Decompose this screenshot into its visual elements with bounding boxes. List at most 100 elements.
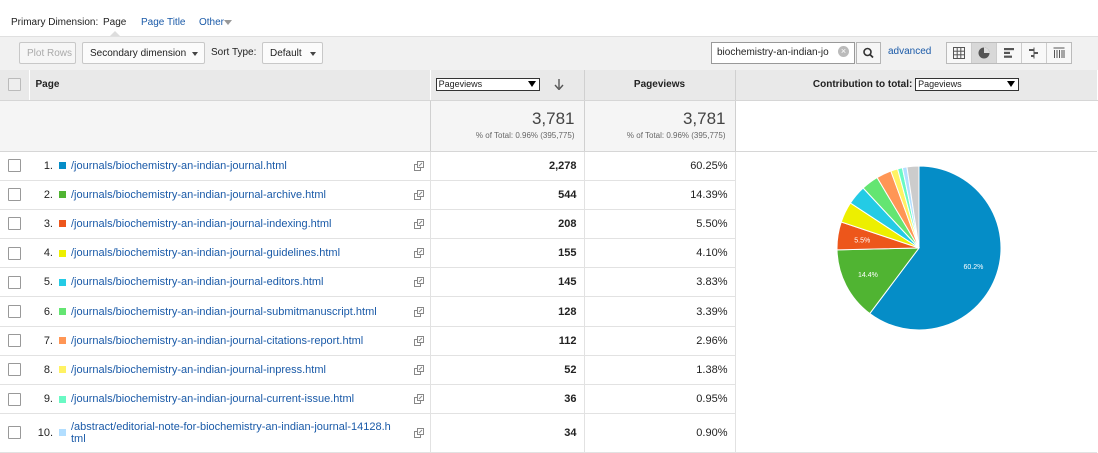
page-link[interactable]: /journals/biochemistry-an-indian-journal… xyxy=(71,247,341,260)
external-link-icon[interactable] xyxy=(413,248,424,259)
page-link[interactable]: /journals/biochemistry-an-indian-journal… xyxy=(71,159,287,172)
dimension-other-dropdown[interactable]: Other xyxy=(199,17,225,28)
pageviews-value: 145 xyxy=(429,267,585,298)
pageviews-percent: 14.39% xyxy=(583,180,736,210)
page-link[interactable]: /journals/biochemistry-an-indian-journal… xyxy=(71,363,326,376)
page-link[interactable]: /journals/biochemistry-an-indian-journal… xyxy=(71,276,324,289)
pageviews-percent: 1.38% xyxy=(583,355,736,386)
pageviews-column-header[interactable]: Pageviews xyxy=(583,70,736,101)
row-rank: 2. xyxy=(43,188,53,201)
total-pageviews-cell-2: 3,781 % of Total: 0.96% (395,775) xyxy=(583,100,736,152)
external-link-icon[interactable] xyxy=(413,364,424,375)
row-checkbox[interactable] xyxy=(8,305,21,319)
row-checkbox[interactable] xyxy=(8,392,21,406)
advanced-filter-link[interactable]: advanced xyxy=(888,46,932,57)
row-rank: 9. xyxy=(43,393,53,406)
pivot-icon xyxy=(1053,47,1065,58)
series-color-swatch xyxy=(59,308,66,316)
grid-icon xyxy=(953,47,965,59)
series-color-swatch xyxy=(59,278,66,286)
pageviews-value: 128 xyxy=(429,296,585,327)
page-cell: 1. /journals/biochemistry-an-indian-jour… xyxy=(29,151,430,181)
table-row: 3. /journals/biochemistry-an-indian-jour… xyxy=(0,209,1097,240)
page-link[interactable]: /journals/biochemistry-an-indian-journal… xyxy=(71,334,364,347)
row-checkbox[interactable] xyxy=(8,159,21,173)
contribution-pie-cell: 60.2% 14.4% 5.5% xyxy=(735,151,1097,453)
pie-view-button[interactable] xyxy=(972,43,997,63)
metric-select[interactable]: Pageviews xyxy=(435,78,540,92)
sort-type-dropdown[interactable]: Default xyxy=(262,42,323,64)
page-link[interactable]: /abstract/editorial-note-for-biochemistr… xyxy=(71,420,391,445)
plot-rows-button[interactable]: Plot Rows xyxy=(19,42,76,64)
page-link[interactable]: /journals/biochemistry-an-indian-journal… xyxy=(71,393,355,406)
row-checkbox[interactable] xyxy=(8,363,21,377)
pageviews-percent: 0.95% xyxy=(583,384,736,415)
row-checkbox[interactable] xyxy=(8,275,21,289)
search-button[interactable] xyxy=(856,42,881,64)
page-cell: 6. /journals/biochemistry-an-indian-jour… xyxy=(29,296,430,327)
row-rank: 3. xyxy=(43,217,53,230)
active-tab-indicator xyxy=(110,31,120,36)
select-all-cell xyxy=(0,70,30,101)
pie-slice-other[interactable] xyxy=(905,164,919,248)
sort-descending-icon[interactable] xyxy=(554,79,564,91)
external-link-icon[interactable] xyxy=(413,218,424,229)
contribution-column-header: Contribution to total: Pageviews xyxy=(735,70,1098,101)
external-link-icon[interactable] xyxy=(413,189,424,200)
row-checkbox[interactable] xyxy=(8,426,21,440)
metric-select-value: Pageviews xyxy=(438,79,483,90)
series-color-swatch xyxy=(59,220,66,228)
page-link[interactable]: /journals/biochemistry-an-indian-journal… xyxy=(71,188,326,201)
external-link-icon[interactable] xyxy=(413,394,424,405)
pageviews-percent: 5.50% xyxy=(583,209,736,240)
pageviews-percent: 4.10% xyxy=(583,238,736,269)
contribution-select[interactable]: Pageviews xyxy=(915,78,1020,92)
row-checkbox[interactable] xyxy=(8,246,21,260)
table-search-input[interactable]: biochemistry-an-indian-jo xyxy=(711,42,855,64)
page-cell: 10. /abstract/editorial-note-for-biochem… xyxy=(29,413,430,453)
sort-type-value: Default xyxy=(270,48,302,59)
pie-slice-2[interactable] xyxy=(836,246,920,314)
external-link-icon[interactable] xyxy=(413,160,424,171)
pageviews-value: 155 xyxy=(429,238,585,269)
external-link-icon[interactable] xyxy=(413,306,424,317)
row-checkbox-cell xyxy=(0,355,29,386)
table-row: 6. /journals/biochemistry-an-indian-jour… xyxy=(0,296,1097,327)
pageviews-percent: 3.39% xyxy=(583,296,736,327)
row-checkbox-cell xyxy=(0,151,29,181)
row-checkbox-cell xyxy=(0,209,29,240)
row-checkbox[interactable] xyxy=(8,217,21,231)
pie-slice-label: 60.2% xyxy=(963,264,983,271)
pageviews-value: 36 xyxy=(429,384,585,415)
view-switcher xyxy=(946,42,1072,64)
pivot-view-button[interactable] xyxy=(1047,43,1071,63)
contribution-pie-chart: 60.2% 14.4% 5.5% xyxy=(836,164,1001,330)
clear-search-icon[interactable]: × xyxy=(838,46,849,57)
contribution-label: Contribution to total: xyxy=(812,79,913,91)
row-checkbox[interactable] xyxy=(8,188,21,202)
row-checkbox[interactable] xyxy=(8,334,21,348)
pie-slice-1[interactable] xyxy=(868,164,1001,330)
dimension-page-active[interactable]: Page xyxy=(103,17,127,28)
table-row: 1. /journals/biochemistry-an-indian-jour… xyxy=(0,151,1097,453)
select-all-checkbox[interactable] xyxy=(7,78,21,92)
series-color-swatch xyxy=(59,191,66,199)
row-rank: 1. xyxy=(43,159,53,172)
table-view-button[interactable] xyxy=(947,43,972,63)
row-rank: 5. xyxy=(43,276,53,289)
page-column-header[interactable]: Page xyxy=(29,70,431,101)
secondary-dimension-dropdown[interactable]: Secondary dimension xyxy=(82,42,205,64)
external-link-icon[interactable] xyxy=(413,277,424,288)
table-row: 8. /journals/biochemistry-an-indian-jour… xyxy=(0,355,1097,386)
dimension-page-title-link[interactable]: Page Title xyxy=(141,17,186,28)
pageviews-percent: 2.96% xyxy=(583,326,736,356)
external-link-icon[interactable] xyxy=(413,427,424,438)
page-link[interactable]: /journals/biochemistry-an-indian-journal… xyxy=(71,305,377,318)
page-link[interactable]: /journals/biochemistry-an-indian-journal… xyxy=(71,217,332,230)
external-link-icon[interactable] xyxy=(413,335,424,346)
performance-view-button[interactable] xyxy=(997,43,1022,63)
pie-chart-icon xyxy=(978,47,990,59)
table-row: 4. /journals/biochemistry-an-indian-jour… xyxy=(0,238,1097,269)
series-color-swatch xyxy=(59,337,66,345)
comparison-view-button[interactable] xyxy=(1022,43,1047,63)
